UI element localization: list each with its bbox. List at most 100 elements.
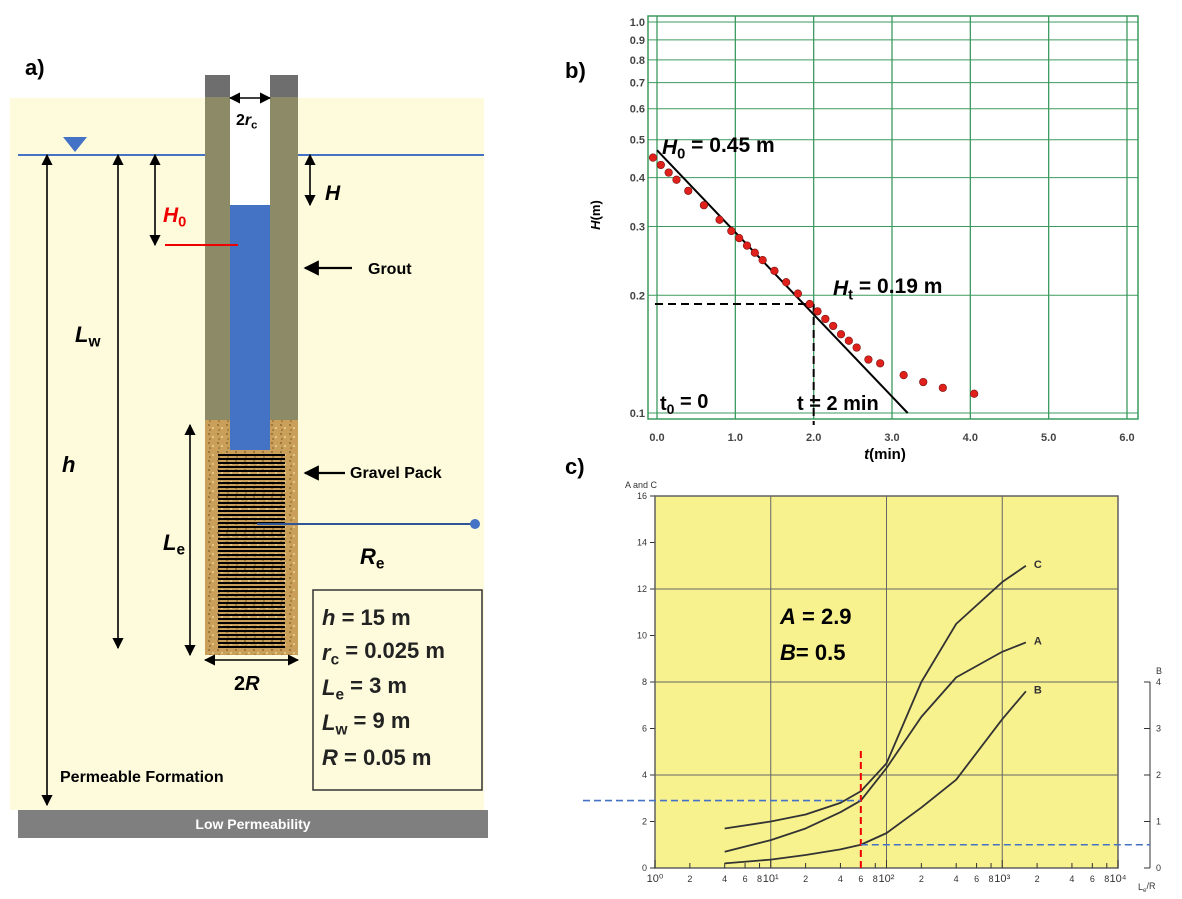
label-sym: B: [780, 640, 796, 665]
label-sub: w: [334, 722, 347, 739]
label-sym: A: [779, 604, 796, 629]
label-sub: 0: [677, 146, 685, 162]
label-sym: L: [163, 530, 176, 555]
label-sym: L: [322, 710, 335, 735]
label-sub: e: [335, 687, 344, 704]
panel-label: b): [565, 58, 586, 83]
x-axis-label: Le/R: [1138, 881, 1156, 894]
data-point: [829, 321, 838, 331]
y-tick-label: 0.6: [630, 104, 645, 116]
radius-end: [470, 519, 480, 529]
x-tick-label: 10⁴: [1110, 873, 1127, 885]
label-prefix: t: [660, 393, 667, 415]
label-sym: H: [833, 277, 849, 300]
label-sym: R: [245, 673, 260, 695]
x-tick-label: 10¹: [763, 873, 779, 885]
y-tick-label: 16: [637, 491, 647, 501]
y2-axis-label: B: [1156, 666, 1162, 676]
x-tick-label: 2: [687, 874, 692, 884]
label-rest: = 2.9: [796, 604, 852, 629]
h-label: h: [62, 452, 75, 477]
y-tick-label: 8: [642, 677, 647, 687]
y-tick-label: 12: [637, 584, 647, 594]
data-point: [793, 289, 803, 298]
label-rest: = 3 m: [344, 673, 407, 698]
x-tick-label: 4.0: [963, 432, 978, 444]
water-table-symbol: [63, 137, 87, 152]
data-point: [852, 343, 861, 352]
y-tick-label: 0.7: [630, 78, 645, 90]
gravel-label: Gravel Pack: [350, 465, 442, 482]
parameter: R = 0.05 m: [322, 745, 431, 770]
y-tick-label: 0.9: [630, 35, 645, 47]
y-tick-label: 1.0: [630, 17, 645, 29]
diameter-label: 2R: [234, 673, 260, 695]
label-sym: L: [75, 322, 88, 347]
data-point: [938, 383, 947, 392]
y-tick-label: 0.5: [630, 135, 645, 147]
data-point: [742, 241, 752, 250]
data-point: [750, 248, 759, 257]
label-rest: = 9 m: [347, 708, 410, 733]
parameter-box: [312, 589, 483, 791]
label-sub: c: [251, 119, 257, 131]
label-sym: L: [1138, 882, 1143, 892]
data-point: [970, 389, 979, 398]
data-point: [648, 153, 658, 162]
x-tick-label: 0.0: [649, 432, 664, 444]
chart-b: 0.1 0.2 0.3 0.4 0.5 0.6 0.7 0.8 0.9 1.0 0.0 1.0 2.0 3…: [588, 15, 1139, 463]
annotation: A = 2.9: [779, 604, 852, 629]
label-sym: H: [163, 204, 179, 227]
data-point: [656, 160, 665, 170]
y-tick-label: 2: [642, 817, 647, 827]
y-axis-label: A and C: [625, 480, 658, 490]
label-rest: = 0.5: [796, 640, 846, 665]
data-point: [758, 256, 767, 265]
casing-air: [230, 60, 270, 205]
y2-tick-label: 3: [1156, 724, 1161, 734]
label-sym: L: [322, 675, 335, 700]
label-sub: t: [848, 287, 853, 303]
parameter: h = 15 m: [322, 605, 411, 630]
label-sym: r: [322, 640, 332, 665]
label-rest: = 0.19 m: [853, 275, 942, 298]
x-tick-label: 4: [838, 874, 843, 884]
plot-area: [647, 15, 1139, 420]
y-tick-label: 0.2: [630, 290, 645, 302]
panel-label: c): [565, 454, 585, 479]
x-tick-label: 2: [919, 874, 924, 884]
water-column: [230, 205, 270, 450]
curve: [724, 565, 1027, 830]
label-rest: = 0: [674, 391, 708, 413]
label-rest: = 0.45 m: [685, 134, 774, 157]
x-tick-label: 6.0: [1119, 432, 1134, 444]
label-rest: = 0.025 m: [339, 638, 445, 663]
label-rest: = 0.05 m: [338, 745, 432, 770]
x-tick-label: 10³: [994, 873, 1010, 885]
x-tick-label: 1.0: [728, 432, 743, 444]
x-axis-label: t(min): [864, 446, 906, 463]
label-rest: (m): [588, 200, 603, 220]
x-tick-label: 5.0: [1041, 432, 1056, 444]
annotation: H0 = 0.45 m: [662, 134, 775, 162]
x-tick-label: 8: [989, 874, 994, 884]
x-tick-label: 6: [743, 874, 748, 884]
y-tick-label: 0.8: [630, 55, 645, 67]
annotation: Ht = 0.19 m: [833, 275, 942, 303]
label-sub: e: [176, 542, 185, 559]
annotation: t = 2 min: [797, 393, 879, 415]
formation-label: Permeable Formation: [60, 769, 224, 786]
casing-label: 2rc: [236, 112, 257, 131]
x-tick-label: 4: [954, 874, 959, 884]
label-prefix: 2: [234, 673, 245, 695]
y2-tick-label: 0: [1156, 863, 1161, 873]
label-rest: = 15 m: [335, 605, 410, 630]
y2-tick-label: 4: [1156, 677, 1161, 687]
x-tick-label: 10⁰: [647, 873, 664, 885]
drawdown-label: H: [325, 182, 341, 205]
le-label: Le: [163, 530, 185, 559]
data-point: [672, 175, 681, 184]
label-sym: H: [588, 220, 603, 230]
data-point: [770, 266, 779, 275]
